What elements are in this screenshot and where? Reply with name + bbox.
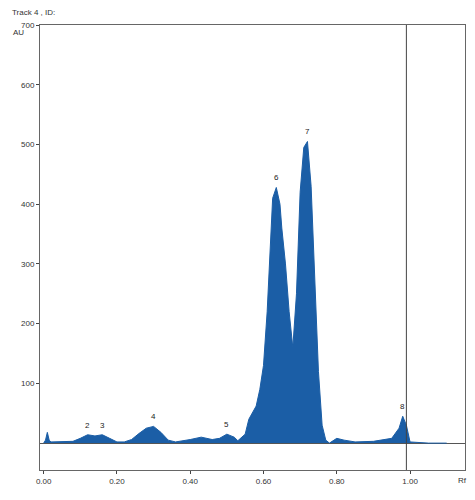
svg-text:600: 600 [21, 81, 35, 90]
svg-text:0.40: 0.40 [182, 477, 198, 486]
svg-text:3: 3 [100, 421, 105, 430]
svg-text:300: 300 [21, 260, 35, 269]
svg-text:0.00: 0.00 [36, 477, 52, 486]
svg-text:0.60: 0.60 [256, 477, 272, 486]
svg-text:4: 4 [151, 412, 156, 421]
svg-text:100: 100 [21, 379, 35, 388]
svg-text:500: 500 [21, 140, 35, 149]
svg-text:Track 4 , ID:: Track 4 , ID: [12, 8, 55, 17]
svg-text:Rf: Rf [458, 476, 467, 485]
svg-text:2: 2 [85, 421, 90, 430]
svg-text:8: 8 [400, 402, 405, 411]
svg-text:200: 200 [21, 319, 35, 328]
svg-text:700: 700 [21, 21, 35, 30]
svg-text:AU: AU [13, 28, 24, 37]
svg-text:400: 400 [21, 200, 35, 209]
svg-text:1.00: 1.00 [402, 477, 418, 486]
svg-text:0.80: 0.80 [329, 477, 345, 486]
svg-text:6: 6 [274, 173, 279, 182]
svg-text:7: 7 [305, 127, 310, 136]
svg-text:0.20: 0.20 [109, 477, 125, 486]
svg-text:5: 5 [224, 420, 229, 429]
